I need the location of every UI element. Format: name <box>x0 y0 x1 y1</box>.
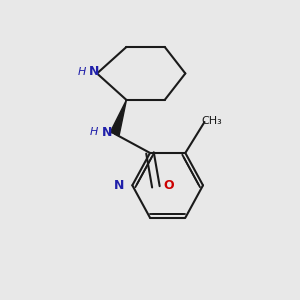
Text: O: O <box>164 179 175 192</box>
Text: N: N <box>114 179 124 192</box>
Text: H: H <box>90 127 98 137</box>
Text: H: H <box>78 67 86 77</box>
Text: N: N <box>89 65 99 79</box>
Text: CH₃: CH₃ <box>202 116 222 126</box>
Text: N: N <box>102 126 112 139</box>
Polygon shape <box>110 100 126 135</box>
